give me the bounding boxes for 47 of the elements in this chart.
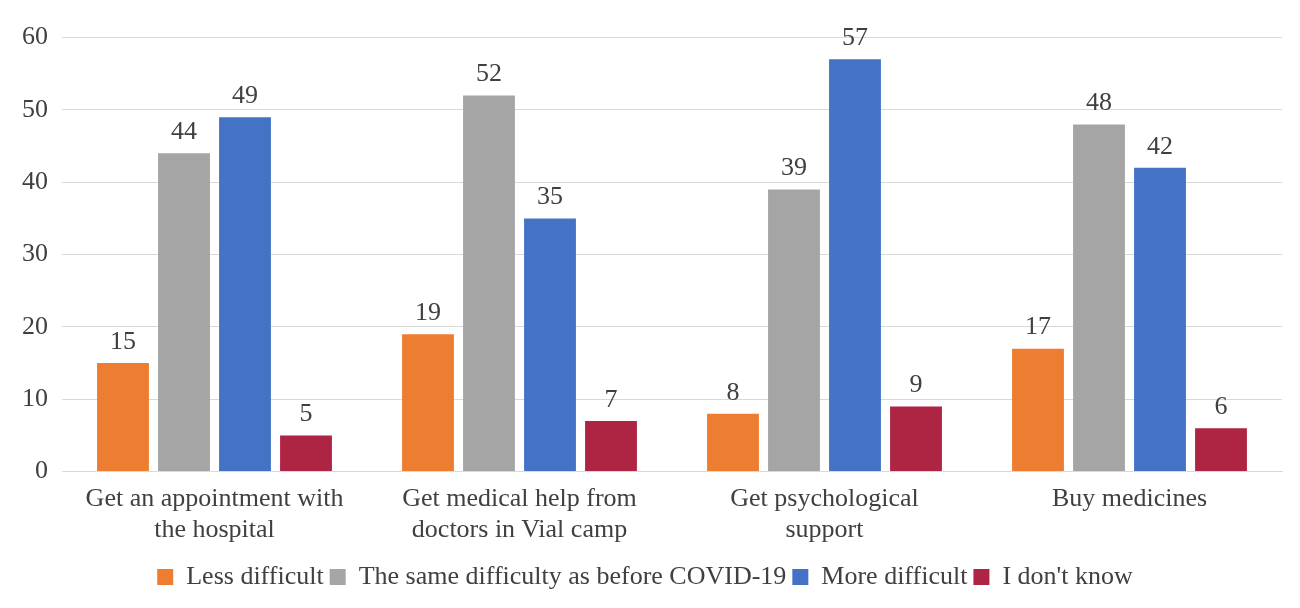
bar [1195,428,1247,472]
y-tick-label: 40 [22,166,48,196]
bar [707,413,759,472]
bar [1134,167,1186,472]
y-tick-label: 20 [22,310,48,340]
y-tick-label: 60 [22,21,48,51]
data-label: 42 [1147,130,1173,160]
data-label: 44 [171,116,197,146]
data-label: 19 [415,296,441,326]
data-label: 6 [1214,391,1228,421]
bar [402,334,454,472]
bar [890,406,942,472]
x-tick-label: Buy medicines [1051,483,1208,513]
data-label: 8 [726,376,740,406]
data-label: 49 [232,79,258,109]
x-tick-label: Get medical help from doctors in Vial camp [402,483,637,544]
bar [463,95,515,472]
legend-label: Less difficult [186,560,325,590]
bar [524,218,576,472]
y-tick-label: 30 [22,238,48,268]
bar [829,59,881,472]
data-label: 15 [110,325,136,355]
data-label: 39 [781,152,807,182]
y-tick-label: 10 [22,383,48,413]
data-label: 9 [909,369,923,399]
data-label: 52 [476,58,502,88]
data-label: 48 [1086,87,1112,117]
bar [1012,348,1064,472]
data-label: 17 [1025,311,1051,341]
legend-label: More difficult [821,560,969,590]
bar [97,363,149,472]
bar [280,435,332,472]
data-label: 57 [842,22,868,52]
data-label: 5 [299,398,313,428]
x-tick-label: Get an appointment with the hospital [85,483,344,544]
y-tick-label: 0 [35,455,48,485]
bar [219,117,271,472]
bar [158,153,210,472]
x-tick-label: Get psychological support [730,483,919,544]
data-label: 35 [537,181,563,211]
legend-label: The same difficulty as before COVID-19 [358,560,787,590]
bar [1073,124,1125,472]
bar [768,189,820,472]
bar [585,420,637,472]
y-tick-label: 50 [22,93,48,123]
legend-label: I don't know [1002,560,1133,590]
data-label: 7 [604,383,618,413]
